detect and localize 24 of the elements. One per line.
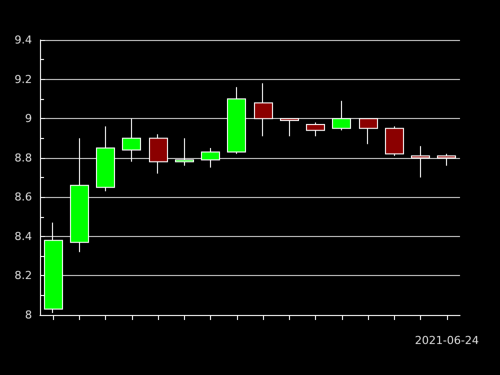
- candlestick: [359, 118, 378, 145]
- y-tick-label: 8.6: [14, 190, 32, 204]
- candlestick: [306, 122, 325, 137]
- candlestick: [96, 126, 115, 192]
- candlestick: [385, 126, 404, 156]
- candlestick: [411, 146, 430, 178]
- candlestick: [201, 148, 220, 168]
- y-tick-label: 8: [25, 308, 32, 322]
- y-tick-label: 9: [25, 112, 32, 126]
- candlestick: [175, 138, 194, 166]
- y-tick-label: 9.4: [14, 34, 32, 46]
- x-tick-label: 2021-06-24: [414, 334, 479, 347]
- y-tick-label: 8.2: [14, 269, 32, 282]
- candlestick: [332, 100, 351, 131]
- y-tick-label: 8.8: [14, 151, 32, 164]
- candlestick: [227, 86, 246, 154]
- candlestick: [122, 118, 141, 162]
- y-tick-label: 9.2: [14, 72, 32, 86]
- candlestick: [254, 82, 273, 137]
- candlestick: [437, 153, 456, 166]
- y-tick-label: 8.4: [14, 230, 32, 243]
- candlestick: [280, 118, 299, 137]
- candlestick: [70, 138, 89, 253]
- candlestick: [149, 134, 168, 174]
